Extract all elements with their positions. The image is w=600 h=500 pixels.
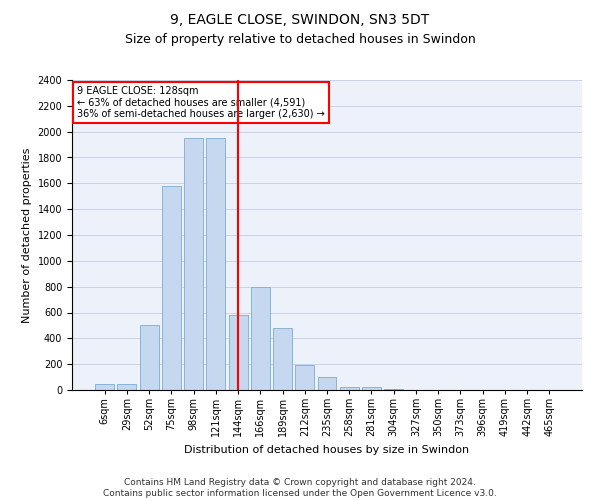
Bar: [273, 328, 292, 390]
Bar: [118, 384, 136, 390]
Text: Size of property relative to detached houses in Swindon: Size of property relative to detached ho…: [125, 32, 475, 46]
Bar: [362, 387, 381, 390]
Bar: [140, 326, 158, 390]
Text: 9 EAGLE CLOSE: 128sqm
← 63% of detached houses are smaller (4,591)
36% of semi-d: 9 EAGLE CLOSE: 128sqm ← 63% of detached …: [77, 86, 325, 120]
Bar: [162, 186, 181, 390]
Bar: [95, 384, 114, 390]
Bar: [229, 315, 248, 390]
Y-axis label: Number of detached properties: Number of detached properties: [22, 148, 32, 322]
Bar: [295, 366, 314, 390]
Bar: [384, 388, 403, 390]
Bar: [251, 286, 270, 390]
Text: Contains HM Land Registry data © Crown copyright and database right 2024.
Contai: Contains HM Land Registry data © Crown c…: [103, 478, 497, 498]
Text: 9, EAGLE CLOSE, SWINDON, SN3 5DT: 9, EAGLE CLOSE, SWINDON, SN3 5DT: [170, 12, 430, 26]
Bar: [206, 138, 225, 390]
Bar: [184, 138, 203, 390]
Bar: [340, 387, 359, 390]
Bar: [317, 377, 337, 390]
X-axis label: Distribution of detached houses by size in Swindon: Distribution of detached houses by size …: [184, 444, 470, 454]
